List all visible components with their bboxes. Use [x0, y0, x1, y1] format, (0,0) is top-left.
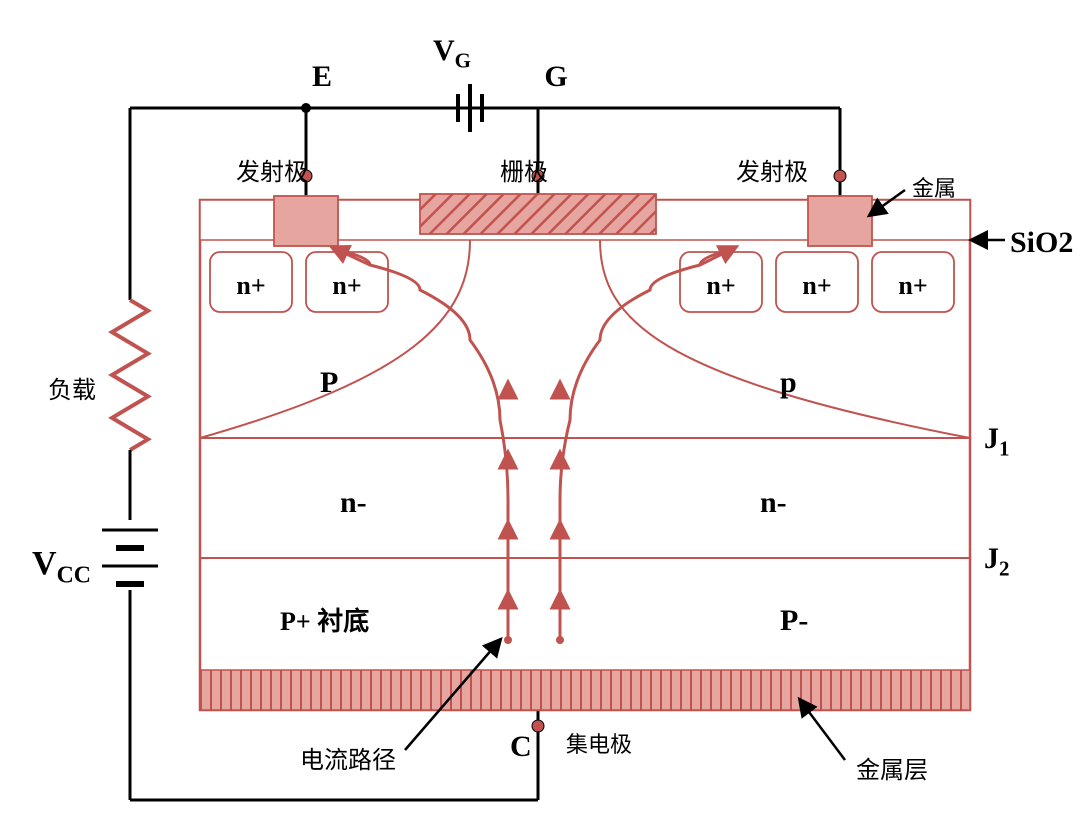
label-load: 负载	[48, 377, 96, 404]
label-current-path: 电流路径	[300, 747, 396, 774]
label-emitter-right: 发射极	[736, 159, 808, 186]
flow-origin-dot	[556, 636, 564, 644]
label-gate: 栅极	[500, 159, 548, 186]
label-p-right: p	[780, 366, 797, 399]
igbt-structure-diagram: E G VG 发射极 栅极 发射极金属 SiO2 n+ n+ n+ n+ n+ Pp n-n- P+ 衬底 P…	[0, 0, 1080, 834]
emitter-contact-left	[274, 196, 338, 246]
label-J2: J2	[984, 542, 1010, 581]
label-nminus-left: n-	[340, 486, 367, 519]
label-substrate: P+ 衬底	[280, 606, 369, 636]
vg-battery-short	[456, 94, 460, 122]
label-E: E	[312, 60, 332, 93]
label-metal-layer: 金属层	[856, 757, 928, 784]
label-sio2: SiO2	[1010, 226, 1073, 259]
label-nplus: n+	[802, 271, 831, 300]
collector-metal-layer	[200, 670, 970, 710]
label-C: C	[510, 730, 532, 763]
load-resistor	[112, 300, 148, 450]
label-emitter-left: 发射极	[236, 159, 308, 186]
terminal-dot	[834, 170, 846, 182]
label-nplus: n+	[706, 271, 735, 300]
emitter-contact-right	[808, 196, 872, 246]
label-VG: VG	[433, 34, 471, 73]
label-collector: 集电极	[566, 732, 632, 757]
label-J1: J1	[984, 422, 1010, 461]
label-nplus: n+	[898, 271, 927, 300]
collector-terminal-dot	[532, 720, 544, 732]
label-metal: 金属	[912, 176, 956, 201]
flow-origin-dot	[504, 636, 512, 644]
vg-battery-short2	[480, 94, 484, 122]
label-VCC: VCC	[32, 545, 91, 589]
gate-contact	[420, 194, 656, 234]
label-nplus: n+	[332, 271, 361, 300]
label-nminus-right: n-	[760, 486, 787, 519]
label-Pminus: P-	[780, 604, 808, 637]
label-nplus: n+	[236, 271, 265, 300]
label-P-left: P	[320, 366, 338, 399]
vg-battery-long	[468, 84, 472, 132]
label-G: G	[544, 60, 567, 93]
